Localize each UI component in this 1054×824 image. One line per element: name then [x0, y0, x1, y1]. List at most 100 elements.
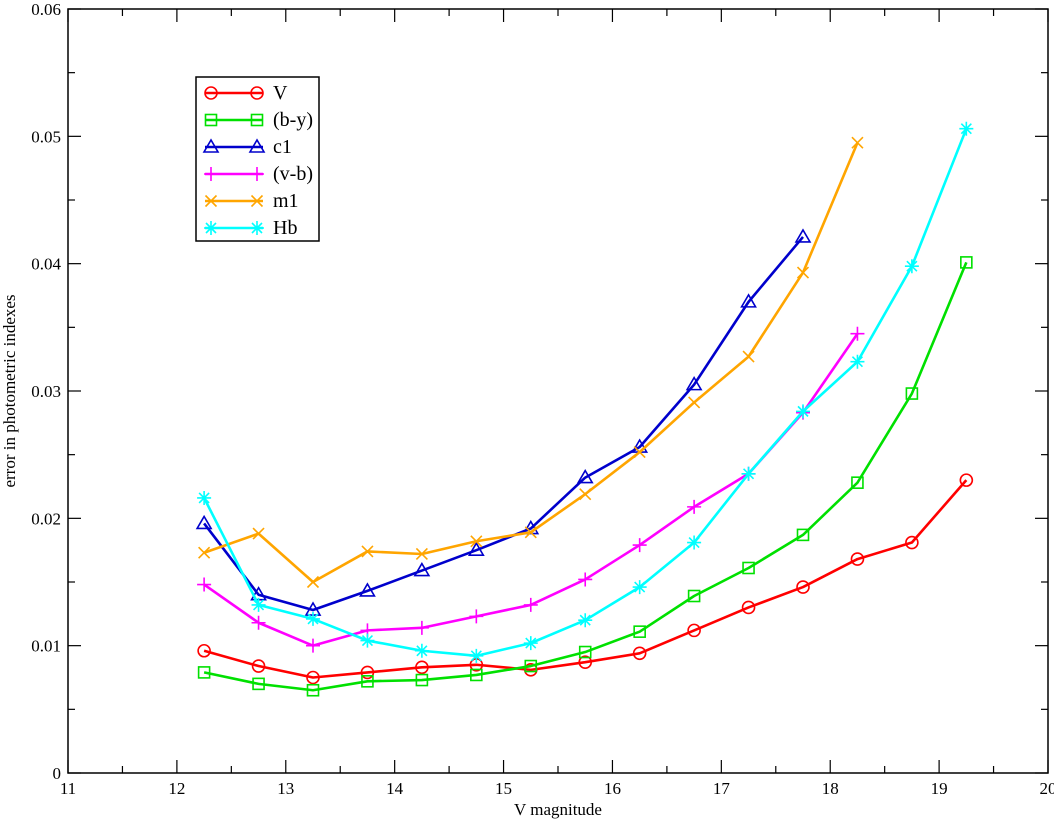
data-point — [204, 86, 218, 100]
data-point — [415, 673, 429, 687]
data-point — [469, 648, 484, 663]
data-point — [250, 194, 264, 208]
data-point — [413, 561, 431, 577]
data-point — [633, 625, 646, 638]
data-point — [796, 266, 810, 279]
legend-label: V — [273, 82, 288, 104]
data-point — [250, 221, 264, 235]
data-point — [960, 256, 973, 269]
data-point — [252, 677, 265, 691]
data-point — [360, 633, 375, 648]
data-point — [850, 552, 865, 566]
legend-entry: m1 — [204, 190, 299, 212]
data-point — [685, 376, 703, 391]
x-tick-label: 14 — [386, 779, 404, 798]
data-point — [578, 645, 592, 659]
data-point — [851, 476, 864, 489]
series-2 — [195, 228, 812, 616]
series-1 — [197, 256, 973, 697]
x-axis-label: V magnitude — [514, 800, 602, 819]
data-point — [796, 528, 810, 542]
data-point — [632, 538, 647, 553]
series-line — [203, 261, 968, 692]
legend-entry: Hb — [204, 217, 297, 239]
data-point — [361, 675, 374, 688]
data-point — [524, 659, 538, 673]
data-point — [741, 600, 756, 615]
data-point — [632, 580, 647, 595]
data-point — [414, 620, 429, 635]
data-point — [578, 572, 593, 587]
data-point — [197, 643, 211, 658]
data-point — [248, 138, 266, 153]
x-tick-label: 20 — [1040, 779, 1054, 798]
data-point — [195, 514, 213, 530]
y-tick-label: 0.04 — [31, 255, 61, 274]
data-point — [687, 499, 702, 514]
data-point — [576, 468, 594, 484]
data-point — [251, 597, 266, 612]
data-point — [197, 666, 211, 679]
legend-entry: c1 — [202, 136, 292, 158]
data-point — [204, 167, 218, 181]
data-point — [796, 404, 810, 419]
data-point — [959, 473, 974, 487]
data-point — [524, 526, 537, 539]
data-point — [251, 659, 266, 673]
y-tick-label: 0.01 — [31, 637, 61, 656]
axis-ticks: 11 12 13 14 15 16 17 18 19 20 0 0.01 0.02 0.03 0.04 0.0… — [31, 0, 1054, 798]
data-point — [204, 194, 218, 208]
data-point — [251, 615, 266, 630]
data-point — [796, 580, 810, 594]
data-point — [198, 546, 211, 559]
data-point — [204, 113, 218, 127]
y-tick-label: 0.05 — [31, 127, 61, 146]
data-point — [633, 446, 646, 459]
data-point — [202, 138, 220, 153]
data-point — [688, 396, 701, 409]
data-point — [904, 259, 919, 274]
data-point — [741, 466, 756, 481]
data-point — [470, 668, 483, 682]
series-layer — [195, 121, 974, 697]
data-point — [579, 488, 592, 501]
data-point — [687, 623, 701, 638]
data-point — [467, 541, 485, 556]
data-point — [905, 535, 919, 550]
data-point — [306, 683, 320, 697]
series-4 — [198, 136, 864, 589]
legend-label: Hb — [273, 217, 297, 239]
x-tick-label: 19 — [931, 779, 948, 798]
x-tick-label: 16 — [604, 779, 621, 798]
y-tick-label: 0.02 — [31, 509, 61, 528]
data-point — [742, 561, 755, 575]
data-point — [850, 354, 865, 369]
data-point — [306, 575, 320, 589]
legend-entry: (b-y) — [204, 109, 313, 131]
series-5 — [197, 121, 974, 663]
data-point — [197, 577, 212, 592]
data-point — [415, 660, 429, 675]
data-point — [578, 655, 593, 670]
data-point — [359, 582, 376, 597]
legend-label: c1 — [273, 136, 292, 158]
series-3 — [197, 326, 865, 653]
data-point — [687, 589, 701, 603]
y-axis-label: error in photometric indexes — [0, 294, 19, 487]
data-point — [306, 638, 320, 653]
y-tick-label: 0.03 — [31, 382, 61, 401]
data-point — [959, 121, 974, 136]
data-point — [632, 646, 647, 661]
data-point — [851, 136, 864, 149]
x-tick-label: 11 — [60, 779, 76, 798]
legend-label: m1 — [273, 190, 299, 212]
legend-label: (v-b) — [273, 163, 313, 185]
data-point — [361, 545, 374, 558]
legend-label: (b-y) — [273, 109, 313, 131]
data-point — [204, 221, 218, 235]
data-point — [905, 387, 919, 400]
legend-box — [195, 76, 320, 242]
data-point — [470, 535, 483, 548]
data-point — [740, 293, 757, 308]
